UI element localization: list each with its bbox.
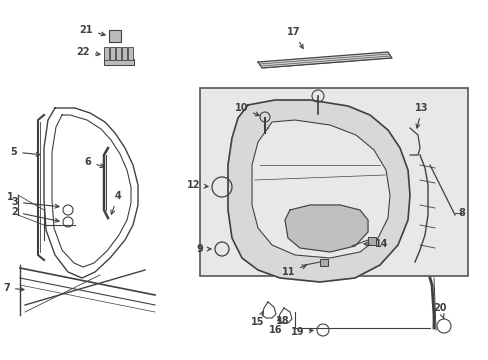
Text: 22: 22 xyxy=(76,47,100,57)
Text: 15: 15 xyxy=(251,311,264,327)
Bar xyxy=(104,47,109,60)
Polygon shape xyxy=(251,120,389,258)
Text: 8: 8 xyxy=(458,208,465,218)
Bar xyxy=(116,47,121,60)
Polygon shape xyxy=(285,205,367,252)
Polygon shape xyxy=(227,100,409,282)
Bar xyxy=(122,47,127,60)
Bar xyxy=(200,88,467,276)
Text: 3: 3 xyxy=(11,197,59,208)
Text: 9: 9 xyxy=(196,244,210,254)
Text: 16: 16 xyxy=(269,318,282,335)
Text: 11: 11 xyxy=(281,265,305,277)
Text: 20: 20 xyxy=(432,303,446,319)
Text: 14: 14 xyxy=(363,239,387,249)
Text: 7: 7 xyxy=(3,283,24,293)
Polygon shape xyxy=(258,52,391,68)
Bar xyxy=(128,47,133,60)
Text: 17: 17 xyxy=(286,27,303,49)
Bar xyxy=(319,259,327,266)
Text: 4: 4 xyxy=(111,191,121,214)
Bar xyxy=(104,59,134,65)
Bar xyxy=(367,237,375,245)
Text: 19: 19 xyxy=(290,327,312,337)
Bar xyxy=(110,47,115,60)
Text: 18: 18 xyxy=(276,316,289,326)
Text: 6: 6 xyxy=(84,157,104,168)
Text: 10: 10 xyxy=(234,103,259,116)
Text: 21: 21 xyxy=(80,25,105,36)
Text: 1: 1 xyxy=(7,192,14,202)
Text: 5: 5 xyxy=(11,147,40,157)
Text: 12: 12 xyxy=(186,180,207,190)
Text: 2: 2 xyxy=(11,207,59,222)
Bar xyxy=(109,30,121,42)
Text: 13: 13 xyxy=(414,103,428,128)
